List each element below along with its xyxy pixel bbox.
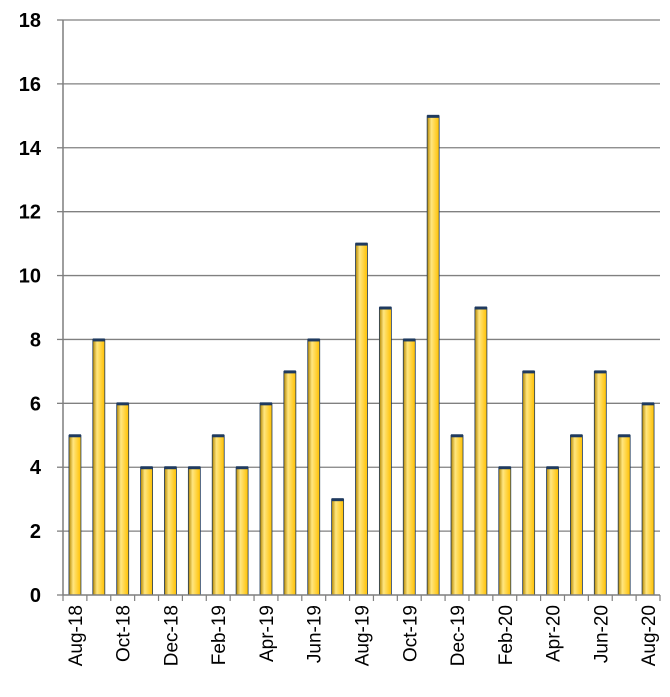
x-tick-label: Apr-19 [257,605,278,662]
bar-top-edge [570,434,583,438]
bar [307,339,321,596]
x-tick-label: Jun-20 [591,605,612,663]
bar-top-edge [618,434,631,438]
x-tick-label: Jun-19 [305,605,326,663]
x-tick-label: Dec-19 [448,605,469,666]
bar [570,434,583,596]
bar [187,466,201,596]
y-tick-label: 2 [30,521,41,543]
bars [68,114,655,596]
bar-top-edge [427,114,440,118]
x-tick-label: Feb-20 [496,605,517,665]
x-tick-label: Apr-20 [544,605,565,662]
bar [426,115,440,596]
y-tick-label: 0 [30,585,41,607]
bar-top-edge [307,338,320,342]
bar [116,402,130,596]
bar [164,466,177,596]
y-tick-label: 6 [30,393,41,415]
bar [402,339,416,596]
axes [62,20,661,601]
x-tick-label: Aug-18 [66,605,87,666]
bar [546,466,559,596]
bar-top-edge [498,466,511,470]
bar-top-edge [522,370,535,374]
bar-top-edge [212,434,225,438]
x-tick-label: Aug-19 [353,605,374,666]
bar-top-edge [451,434,464,438]
bar-top-edge [355,242,368,246]
x-tick-label: Dec-18 [161,605,182,666]
y-tick-labels: 0 2 4 6 8 10 12 14 16 18 [19,10,42,607]
x-tick-label: Oct-19 [400,605,421,662]
bar-top-edge [140,466,153,470]
bar-top-edge [403,338,416,342]
bar [474,307,488,596]
x-tick-label: Oct-18 [114,605,135,662]
bar [617,434,631,596]
bar-top-edge [379,306,392,310]
bar [593,370,607,596]
bar-top-edge [68,434,81,438]
bar-top-edge [283,370,296,374]
y-tick-label: 8 [30,329,41,351]
bar [522,370,536,596]
x-tick-label: Aug-20 [639,605,660,666]
bar [283,370,297,596]
y-tick-label: 18 [19,10,41,32]
bar [450,434,464,596]
bar-top-edge [331,498,344,502]
bar-top-edge [188,466,201,470]
y-tick-label: 10 [19,266,41,288]
bar [68,434,82,596]
bar-top-edge [92,338,105,342]
bar-top-edge [546,466,559,470]
bar [498,466,512,596]
bar [331,498,345,596]
y-tick-label: 16 [19,74,41,96]
bar [378,307,392,596]
y-tick-label: 12 [19,202,41,224]
y-tick-label: 14 [19,138,42,160]
x-tick-label: Feb-19 [209,605,230,665]
bar-top-edge [236,466,249,470]
x-tick-labels: Aug-18 Oct-18 Dec-18 Feb-19 Apr-19 Jun-19 Aug-… [66,605,660,666]
bar-top-edge [259,402,272,406]
bar-top-edge [642,402,655,406]
bar [355,243,368,596]
bar [211,434,225,596]
bar-top-edge [164,466,177,470]
bar [140,466,153,596]
bar [641,402,655,596]
bar-top-edge [474,306,487,310]
bar-top-edge [116,402,129,406]
bar [235,466,249,596]
bar-top-edge [594,370,607,374]
y-tick-label: 4 [30,457,42,479]
bar [92,339,106,596]
bar [259,402,273,596]
